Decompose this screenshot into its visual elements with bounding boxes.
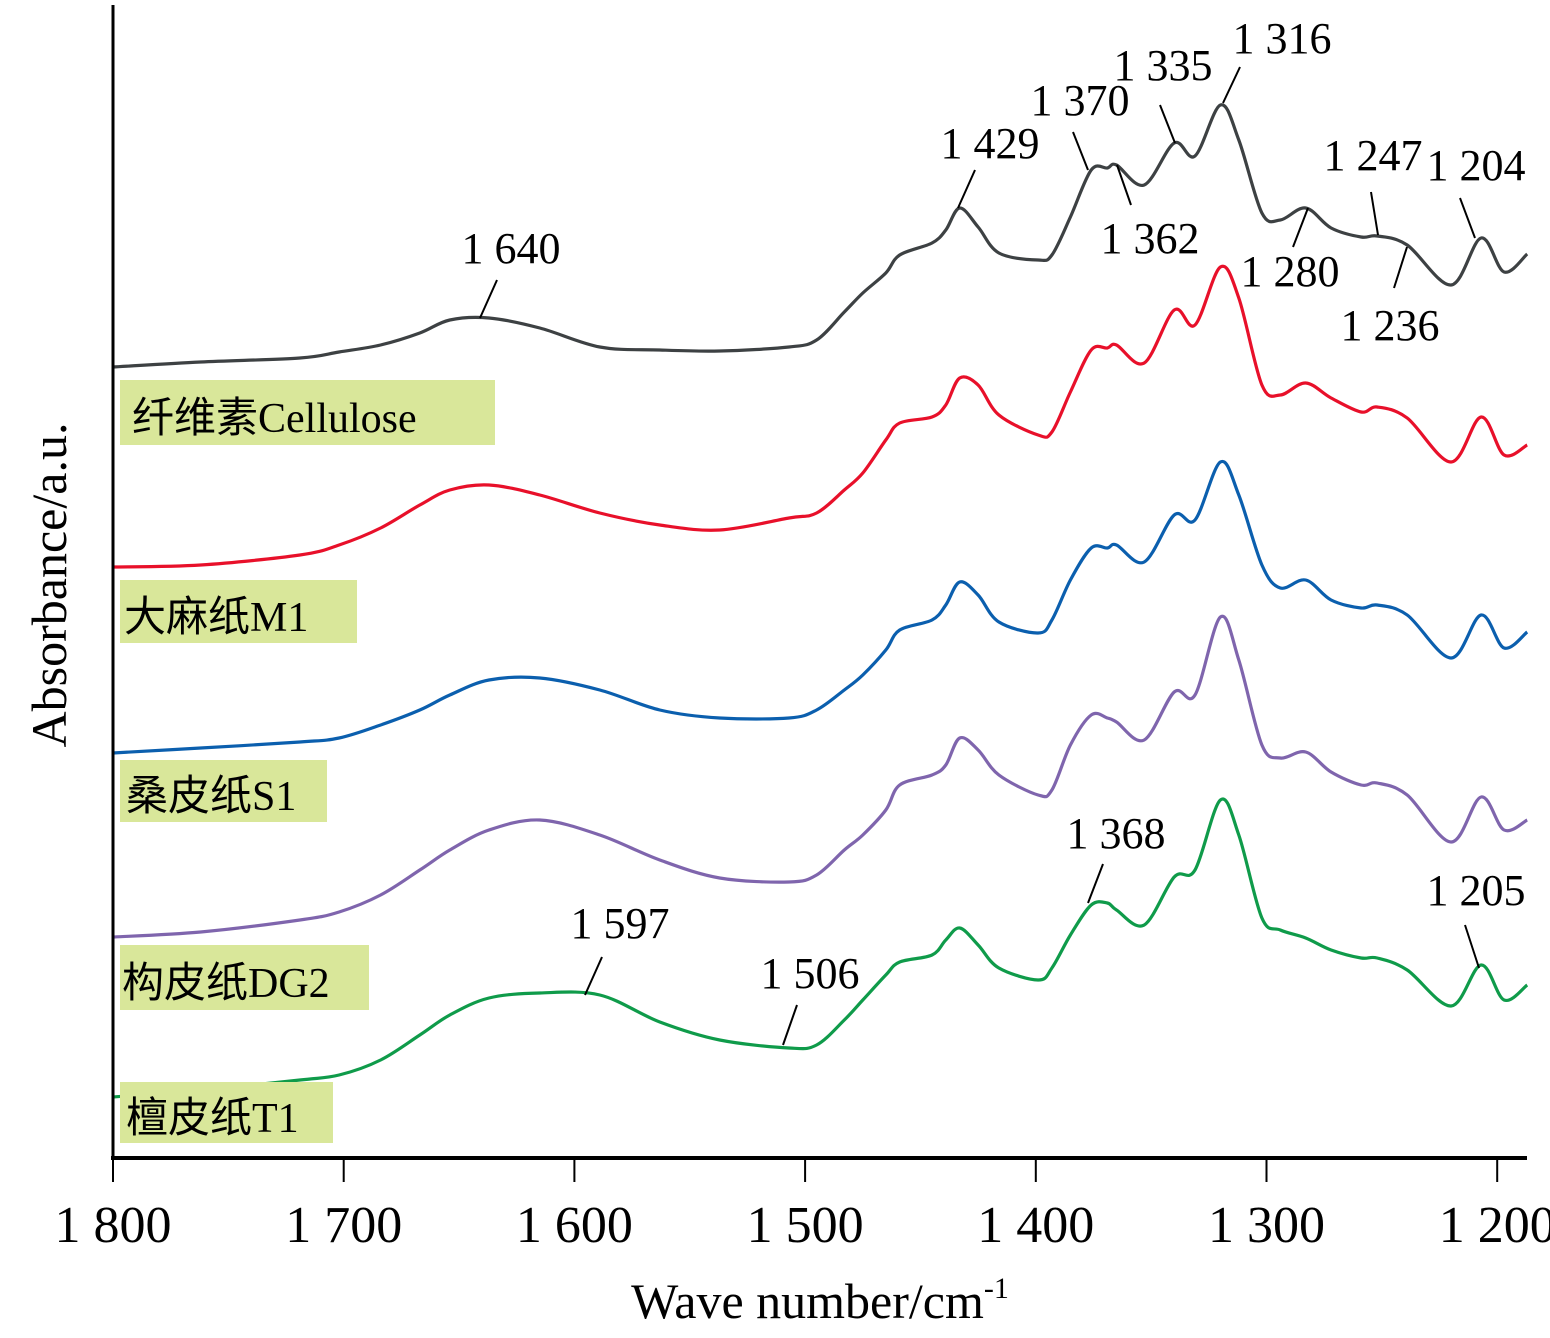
sample-label-text: 大麻纸M1 bbox=[124, 595, 308, 641]
annotation-leader-line bbox=[782, 1004, 798, 1046]
peak-annotation: 1 362 bbox=[1101, 164, 1200, 263]
peak-annotation: 1 597 bbox=[571, 899, 670, 996]
peak-annotation: 1 370 bbox=[1031, 76, 1130, 171]
peak-annotation: 1 247 bbox=[1324, 131, 1423, 236]
annotation-label: 1 204 bbox=[1427, 141, 1526, 190]
peak-annotation: 1 205 bbox=[1427, 866, 1526, 969]
series-line-dg2 bbox=[112, 614, 1529, 939]
annotation-leader-line bbox=[957, 169, 976, 209]
sample-label-cellulose: 纤维素Cellulose bbox=[120, 380, 495, 445]
sample-label-m1: 大麻纸M1 bbox=[120, 580, 357, 643]
annotation-label: 1 316 bbox=[1233, 14, 1332, 63]
annotation-label: 1 506 bbox=[761, 949, 860, 998]
sample-label-text: 构皮纸DG2 bbox=[122, 961, 330, 1007]
series-line-cellulose bbox=[112, 103, 1529, 369]
annotation-leader-line bbox=[1292, 207, 1309, 248]
sample-label-bg bbox=[120, 760, 327, 822]
peak-annotation: 1 236 bbox=[1341, 246, 1440, 350]
annotation-label: 1 362 bbox=[1101, 214, 1200, 263]
annotation-label: 1 640 bbox=[462, 224, 561, 273]
x-axis-title: Wave number/cm-1 bbox=[631, 1272, 1009, 1329]
annotation-leader-line bbox=[1159, 104, 1176, 144]
peak-annotation: 1 204 bbox=[1427, 141, 1526, 239]
annotation-label: 1 205 bbox=[1427, 866, 1526, 915]
x-tick-label: 1 700 bbox=[285, 1197, 402, 1254]
x-ticks: 1 800 1 700 1 600 1 500 1 400 1 300 1 200 bbox=[55, 1158, 1550, 1254]
annotation-label: 1 429 bbox=[941, 119, 1040, 168]
annotation-label: 1 280 bbox=[1241, 247, 1340, 296]
y-axis-title: Absorbance/a.u. bbox=[21, 423, 77, 748]
x-tick-label: 1 400 bbox=[977, 1197, 1094, 1254]
annotation-leader-line bbox=[1072, 131, 1089, 171]
annotation-leader-line bbox=[1087, 863, 1104, 904]
x-tick-label: 1 500 bbox=[747, 1197, 864, 1254]
x-tick-label: 1 200 bbox=[1439, 1197, 1550, 1254]
annotation-label: 1 236 bbox=[1341, 301, 1440, 350]
sample-label-text: 纤维素Cellulose bbox=[132, 396, 417, 442]
peak-annotation: 1 316 bbox=[1222, 14, 1332, 104]
x-tick-label: 1 600 bbox=[516, 1197, 633, 1254]
annotation-leader-line bbox=[1116, 164, 1132, 206]
annotation-label: 1 597 bbox=[571, 899, 670, 948]
x-tick-label: 1 300 bbox=[1208, 1197, 1325, 1254]
x-tick-label: 1 800 bbox=[55, 1197, 172, 1254]
annotation-leader-line bbox=[1222, 66, 1241, 104]
annotation-leader-line bbox=[1459, 197, 1476, 239]
sample-label-text: 檀皮纸T1 bbox=[126, 1095, 299, 1142]
sample-label-dg2: 构皮纸DG2 bbox=[120, 945, 369, 1010]
annotation-leader-line bbox=[479, 279, 498, 319]
annotation-leader-line bbox=[584, 956, 603, 996]
sample-label-bg bbox=[120, 380, 495, 445]
peak-annotation: 1 368 bbox=[1067, 809, 1166, 904]
annotation-leader-line bbox=[1464, 924, 1480, 969]
peak-annotation: 1 429 bbox=[941, 119, 1040, 209]
sample-label-bg bbox=[120, 1082, 333, 1143]
series-line-s1 bbox=[112, 459, 1529, 755]
annotation-label: 1 368 bbox=[1067, 809, 1166, 858]
peak-annotation: 1 506 bbox=[761, 949, 860, 1046]
series-line-t1 bbox=[112, 797, 1529, 1099]
peak-annotation: 1 640 bbox=[462, 224, 561, 319]
sample-label-t1: 檀皮纸T1 bbox=[120, 1082, 333, 1143]
annotation-leader-line bbox=[1370, 191, 1379, 236]
annotation-label: 1 247 bbox=[1324, 131, 1423, 180]
sample-label-s1: 桑皮纸S1 bbox=[120, 760, 327, 822]
annotation-label: 1 335 bbox=[1114, 41, 1213, 90]
peak-annotation: 1 280 bbox=[1241, 207, 1340, 296]
sample-label-bg bbox=[120, 945, 369, 1010]
sample-label-bg bbox=[120, 580, 357, 643]
sample-label-text: 桑皮纸S1 bbox=[126, 774, 296, 820]
annotation-label: 1 370 bbox=[1031, 76, 1130, 125]
peak-annotation: 1 335 bbox=[1114, 41, 1213, 144]
series-line-m1 bbox=[112, 264, 1529, 569]
series-layer bbox=[112, 103, 1529, 1099]
annotation-leader-line bbox=[1393, 246, 1408, 289]
